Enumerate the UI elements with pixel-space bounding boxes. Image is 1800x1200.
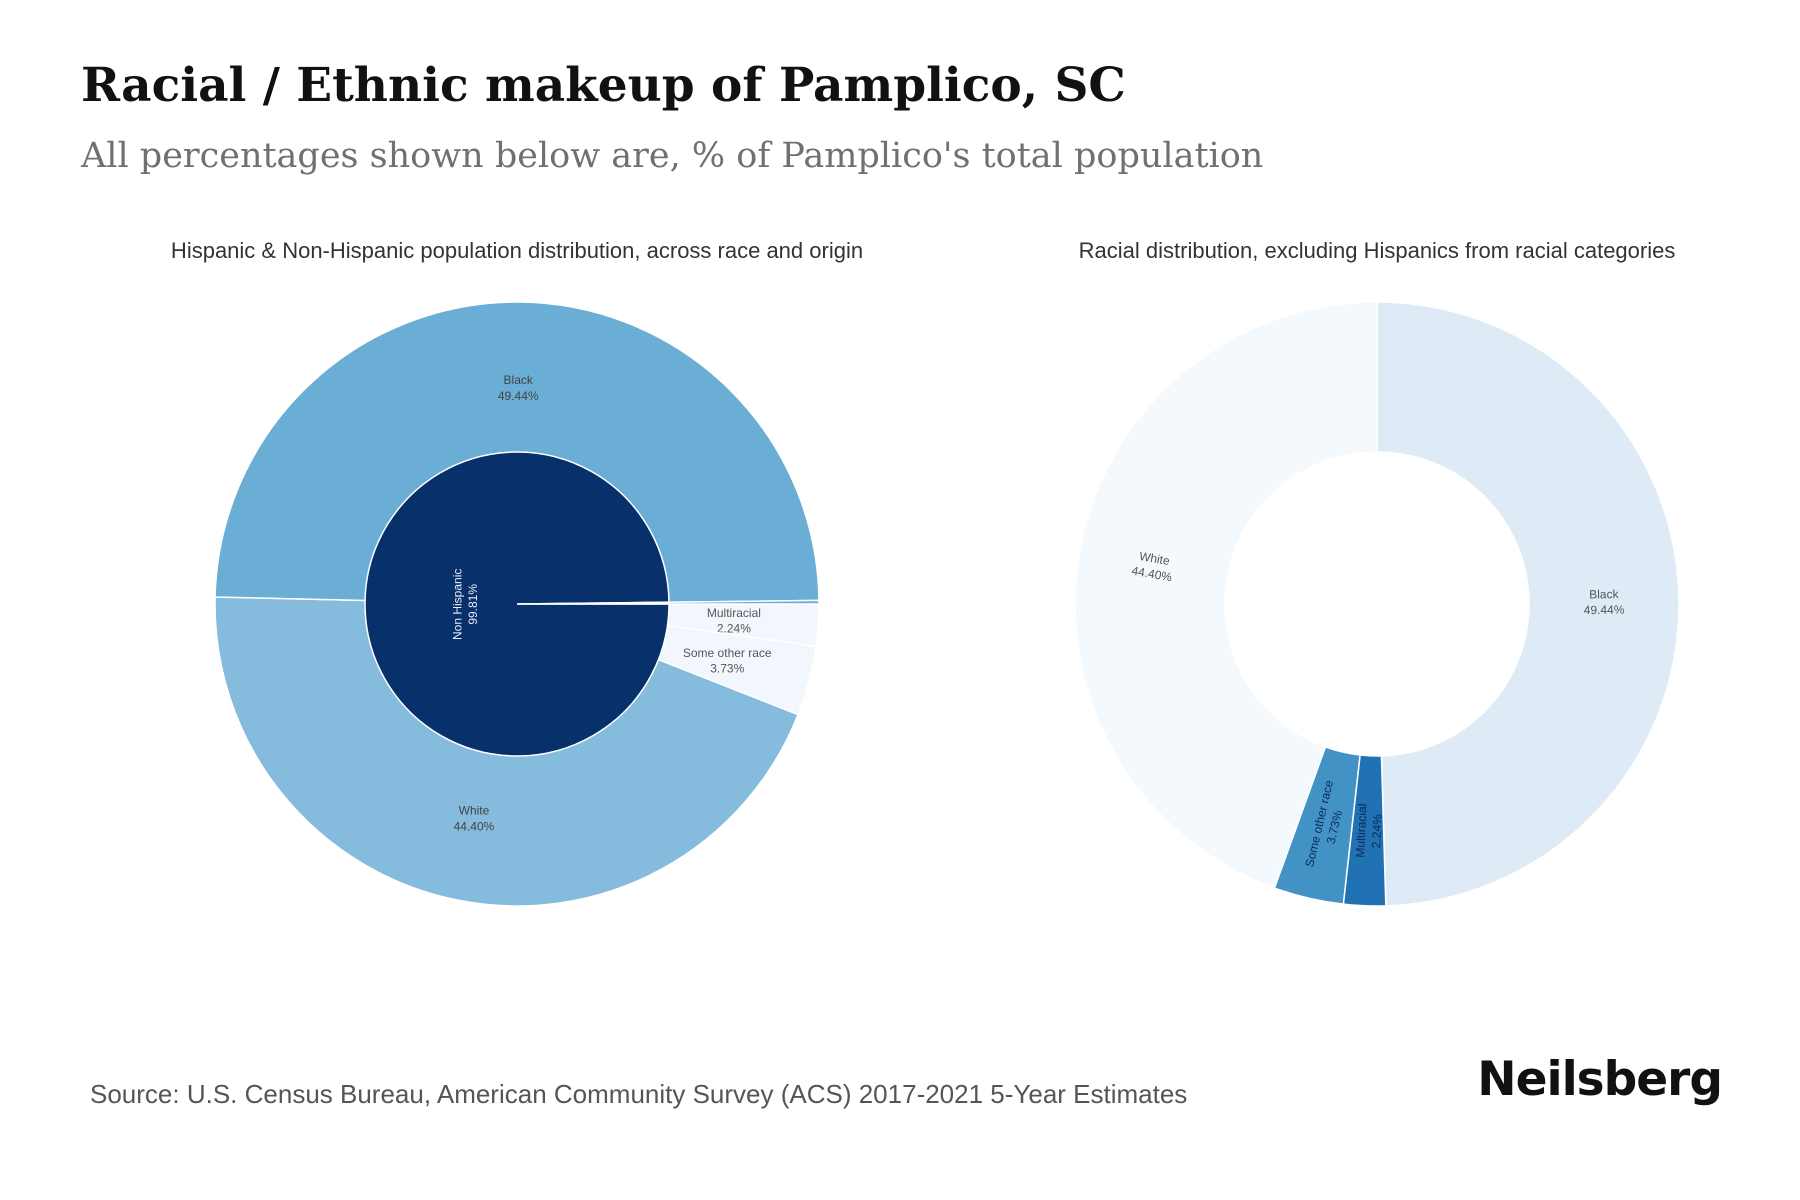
racial-donut-chart: Black49.44%Multiracial2.24%Some other ra… bbox=[1074, 301, 1680, 907]
brand-logo: Neilsberg bbox=[1477, 1052, 1723, 1107]
donut-label-black: Black49.44% bbox=[1583, 587, 1624, 617]
chart-title-hispanic: Hispanic & Non-Hispanic population distr… bbox=[170, 238, 864, 263]
hispanic-sunburst-chart: Multiracial 2.24% Some other race 3.73% Whit… bbox=[214, 301, 820, 907]
inner-slice-gap bbox=[516, 601, 670, 605]
outer-label-white: White 44.40% bbox=[454, 804, 495, 834]
donut-slice-black bbox=[1376, 301, 1680, 907]
page-title: Racial / Ethnic makeup of Pamplico, SC bbox=[81, 58, 1126, 113]
outer-label-some-other-race: Some other race 3.73% bbox=[683, 646, 772, 676]
chart-title-racial: Racial distribution, excluding Hispanics… bbox=[1078, 238, 1676, 263]
outer-label-multiracial: Multiracial 2.24% bbox=[707, 606, 761, 636]
page-subtitle: All percentages shown below are, % of Pa… bbox=[81, 136, 1264, 176]
donut-label-multiracial: Multiracial2.24% bbox=[1353, 803, 1385, 858]
donut-label-white: White44.40% bbox=[1131, 548, 1177, 584]
donut-slice-white bbox=[1074, 301, 1378, 890]
inner-label-non-hispanic: Non Hispanic 99.81% bbox=[450, 569, 480, 640]
source-note: Source: U.S. Census Bureau, American Com… bbox=[90, 1079, 1188, 1109]
outer-label-black: Black 49.44% bbox=[498, 373, 539, 403]
